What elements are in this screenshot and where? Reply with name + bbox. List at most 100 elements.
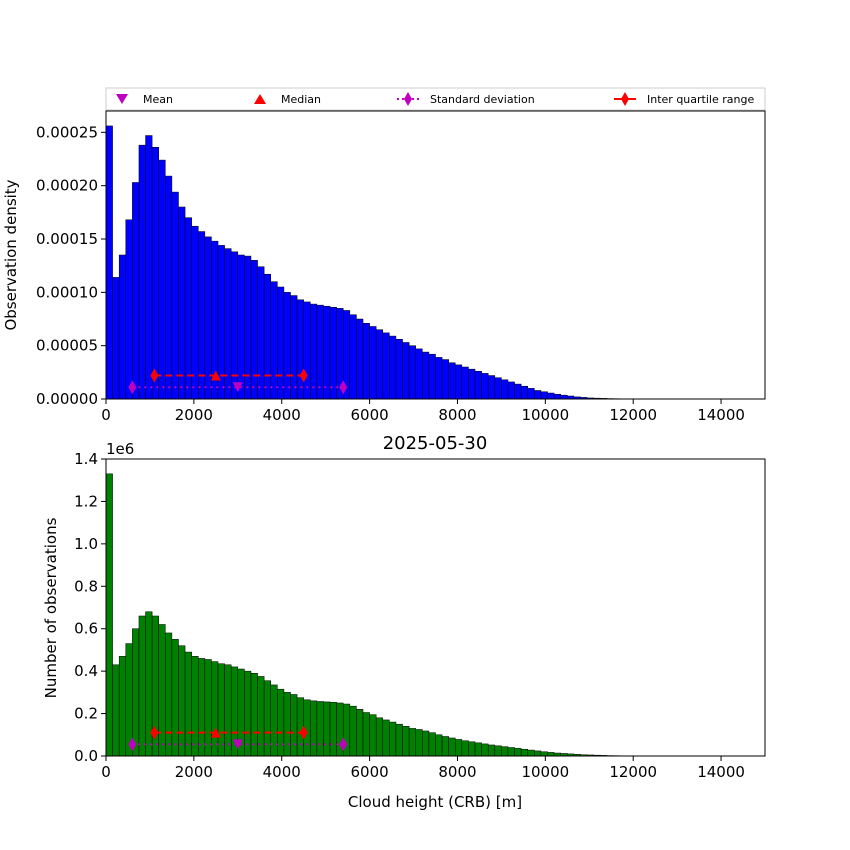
density-bar xyxy=(547,392,555,400)
density-bar xyxy=(270,281,278,400)
diamond-icon xyxy=(128,380,137,395)
density-bar xyxy=(441,359,449,400)
count-bar xyxy=(375,717,384,757)
density-bar xyxy=(382,332,390,400)
density-bar xyxy=(329,307,337,400)
count-bar xyxy=(277,688,285,757)
count-x-tick-label: 4000 xyxy=(263,763,301,781)
count-y-tick-label: 0.4 xyxy=(74,662,98,680)
count-bar xyxy=(362,712,370,757)
triangle-up-icon xyxy=(210,727,221,738)
density-bar xyxy=(303,301,311,400)
density-bar xyxy=(230,251,239,400)
density-bar xyxy=(474,371,482,400)
count-bars xyxy=(105,473,641,757)
chart-density: 0 2000 4000 6000 8000 10000 12000 14000 0.00000… xyxy=(2,110,766,424)
density-bar xyxy=(125,219,133,400)
density-bar xyxy=(283,292,291,400)
density-bar xyxy=(316,304,324,400)
count-bar xyxy=(211,661,219,757)
density-bar xyxy=(191,225,199,400)
count-bar xyxy=(112,664,120,757)
density-bar xyxy=(455,364,463,400)
density-bar xyxy=(356,318,364,400)
density-bar xyxy=(527,388,535,400)
density-bar xyxy=(158,159,166,400)
count-bar xyxy=(138,615,146,757)
density-y-tick-label: 0.00020 xyxy=(36,177,98,195)
count-bar xyxy=(145,611,153,757)
density-bar xyxy=(178,206,186,400)
count-bar xyxy=(316,701,324,757)
count-bar xyxy=(349,705,357,757)
density-bar xyxy=(448,362,456,400)
density-bar xyxy=(151,147,159,400)
count-bar xyxy=(455,739,463,757)
density-bar xyxy=(171,191,179,400)
count-axes-frame xyxy=(105,458,766,757)
density-x-tick-label: 8000 xyxy=(438,406,476,424)
count-x-tick-label: 12000 xyxy=(609,763,657,781)
triangle-up-icon xyxy=(254,94,266,104)
density-bar xyxy=(415,348,423,400)
count-bar xyxy=(395,723,403,757)
density-bar xyxy=(468,368,476,400)
count-bar xyxy=(369,714,377,757)
count-bar xyxy=(415,729,423,757)
count-bar xyxy=(105,473,113,757)
count-bar xyxy=(323,701,331,757)
density-y-tick-label: 0.00025 xyxy=(36,123,98,141)
legend-label-iqr: Inter quartile range xyxy=(647,93,754,106)
count-bar xyxy=(389,721,397,757)
count-bar xyxy=(178,645,186,757)
density-bar xyxy=(105,125,113,400)
count-bar xyxy=(270,684,278,757)
density-bar xyxy=(263,273,272,400)
density-bar xyxy=(290,295,298,400)
count-bar xyxy=(507,747,515,757)
density-bar xyxy=(165,175,173,400)
diamond-icon xyxy=(621,92,629,106)
count-bar xyxy=(224,664,232,757)
density-bar xyxy=(184,217,192,400)
count-x-tick-label: 6000 xyxy=(351,763,389,781)
diamond-icon xyxy=(150,368,159,383)
density-bar xyxy=(112,277,120,400)
count-x-tick-label: 14000 xyxy=(697,763,745,781)
count-bar xyxy=(204,659,212,757)
density-bar xyxy=(501,379,509,400)
count-scale-label: 1e6 xyxy=(106,440,134,458)
count-bar xyxy=(310,700,318,757)
diamond-icon xyxy=(150,725,159,740)
density-bar xyxy=(138,144,146,400)
triangle-down-icon xyxy=(116,94,128,104)
triangle-up-icon xyxy=(210,370,221,381)
count-bar xyxy=(244,670,252,757)
density-bar xyxy=(514,383,522,400)
count-y-tick-label: 1.4 xyxy=(74,450,98,468)
count-x-tick-label: 0 xyxy=(101,763,111,781)
density-bar xyxy=(461,366,469,400)
density-bar xyxy=(349,314,357,400)
count-bar xyxy=(422,730,430,757)
count-bar xyxy=(501,746,509,757)
density-bar xyxy=(481,373,489,400)
density-bar xyxy=(250,260,258,400)
density-bar xyxy=(362,323,370,400)
count-bar xyxy=(191,656,199,757)
density-x-tick-label: 14000 xyxy=(697,406,745,424)
count-bar xyxy=(428,732,436,757)
count-bar xyxy=(547,752,555,757)
count-bar xyxy=(461,740,469,757)
count-bar xyxy=(481,743,489,757)
density-bar xyxy=(132,182,140,400)
count-stats xyxy=(128,725,348,752)
density-bar xyxy=(369,326,377,400)
density-bar xyxy=(375,329,384,400)
count-bar xyxy=(494,745,502,757)
legend: Mean Median Standard deviation Inter qua… xyxy=(105,87,766,111)
count-title: 2025-05-30 xyxy=(383,433,488,454)
density-bar xyxy=(237,254,245,400)
density-y-tick-label: 0.00005 xyxy=(36,337,98,355)
